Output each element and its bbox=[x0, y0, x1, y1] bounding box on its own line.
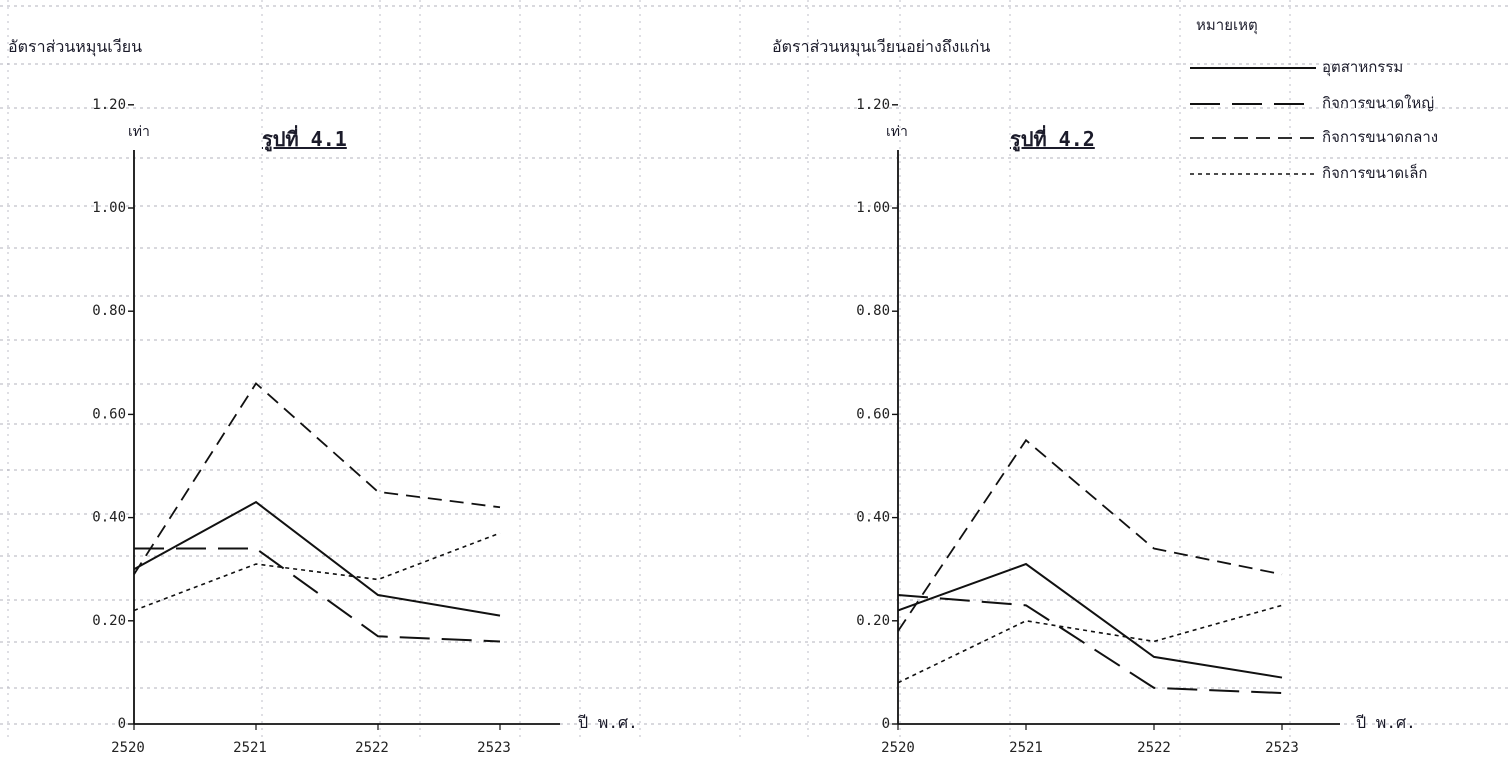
graph-paper-grid bbox=[0, 0, 1512, 740]
legend-item-label: กิจการขนาดเล็ก bbox=[1322, 163, 1428, 182]
y-tick-label: 1.00 bbox=[92, 200, 126, 216]
x-tick-label: 2522 bbox=[1137, 740, 1171, 756]
x-tick-label: 2523 bbox=[477, 740, 511, 756]
chart-title: อัตราส่วนหมุนเวียนอย่างถึงแก่น bbox=[772, 37, 990, 57]
legend-items: อุตสาหกรรมกิจการขนาดใหญ่กิจการขนาดกลางกิ… bbox=[1190, 58, 1438, 182]
legend: หมายเหตุ อุตสาหกรรมกิจการขนาดใหญ่กิจการข… bbox=[1190, 16, 1438, 182]
plot-area: 0 0.20 0.40 0.60 0.80 1.00 1.20 2520 2521 2522 252… bbox=[92, 97, 560, 756]
series-line-long-dash bbox=[134, 547, 501, 643]
series-line-medium-dash bbox=[133, 382, 501, 575]
y-tick-label: 0.20 bbox=[856, 613, 890, 629]
series-line-medium-dash bbox=[897, 438, 1283, 632]
y-tick-label: 0 bbox=[118, 716, 126, 732]
x-tick-label: 2520 bbox=[881, 740, 915, 756]
plot-area: 0 0.20 0.40 0.60 0.80 1.00 1.20 2520 2521 2522 252… bbox=[856, 97, 1340, 756]
y-tick-label: 1.00 bbox=[856, 200, 890, 216]
y-tick-label: 0.80 bbox=[92, 303, 126, 319]
y-tick-label: 0.20 bbox=[92, 613, 126, 629]
legend-item-label: กิจการขนาดใหญ่ bbox=[1322, 94, 1434, 112]
chart-panel-4-2: อัตราส่วนหมุนเวียนอย่างถึงแก่น เท่า รูปท… bbox=[772, 37, 1416, 756]
y-tick-label: 0.40 bbox=[92, 510, 126, 526]
y-axis-unit-label: เท่า bbox=[886, 124, 908, 140]
x-axis-label: ปี พ.ศ. bbox=[1356, 713, 1416, 732]
legend-item-label: กิจการขนาดกลาง bbox=[1322, 128, 1438, 146]
y-tick-label: 0.80 bbox=[856, 303, 890, 319]
y-tick-label: 0.60 bbox=[856, 406, 890, 422]
x-tick-label: 2520 bbox=[111, 740, 145, 756]
chart-panel-4-1: อัตราส่วนหมุนเวียน เท่า รูปที่ 4.1 ปี พ.… bbox=[8, 37, 638, 756]
series-line-dotted bbox=[897, 604, 1283, 684]
legend-item-label: อุตสาหกรรม bbox=[1322, 58, 1403, 77]
y-axis-unit-label: เท่า bbox=[128, 124, 150, 140]
x-tick-label: 2523 bbox=[1265, 740, 1299, 756]
x-axis-label: ปี พ.ศ. bbox=[578, 713, 638, 732]
x-tick-label: 2521 bbox=[233, 740, 267, 756]
series-line-solid bbox=[133, 500, 501, 617]
figure-label: รูปที่ 4.1 bbox=[262, 124, 347, 153]
x-tick-label: 2521 bbox=[1009, 740, 1043, 756]
figure-label: รูปที่ 4.2 bbox=[1010, 124, 1095, 153]
legend-title: หมายเหตุ bbox=[1196, 16, 1258, 35]
series-line-dotted bbox=[133, 532, 501, 612]
y-tick-label: 1.20 bbox=[92, 97, 126, 113]
series-line-solid bbox=[897, 562, 1283, 679]
chart-title: อัตราส่วนหมุนเวียน bbox=[8, 37, 142, 57]
y-tick-label: 1.20 bbox=[856, 97, 890, 113]
y-tick-label: 0.60 bbox=[92, 406, 126, 422]
y-tick-label: 0.40 bbox=[856, 510, 890, 526]
x-tick-label: 2522 bbox=[355, 740, 389, 756]
y-tick-label: 0 bbox=[882, 716, 890, 732]
series-line-long-dash bbox=[897, 594, 1283, 695]
